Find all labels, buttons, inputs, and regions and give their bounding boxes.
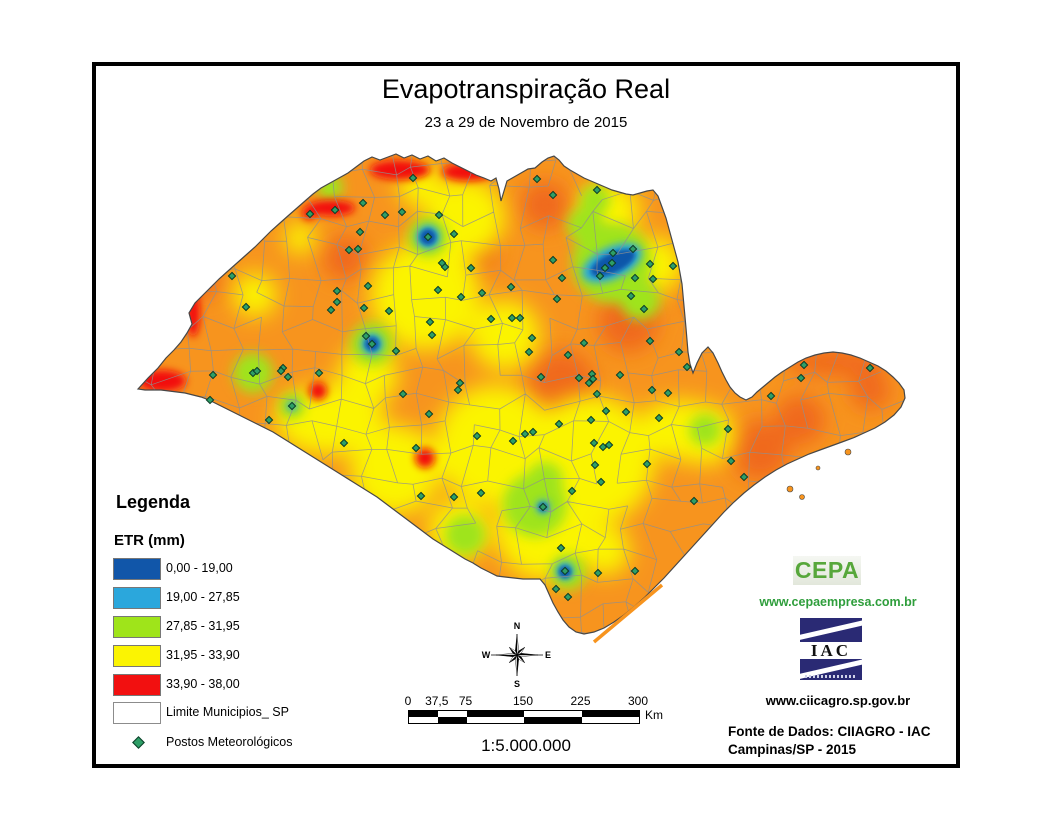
cepa-url: www.cepaempresa.com.br: [759, 595, 917, 609]
compass-letter-N: N: [513, 621, 521, 631]
ciicagro-url: www.ciicagro.sp.gov.br: [765, 693, 911, 708]
cepa-logo-text: CEPA: [794, 557, 860, 583]
compass-letter-E: E: [544, 650, 552, 660]
compass-rose: [495, 633, 539, 677]
legend-class-label: 31,95 - 33,90: [166, 648, 240, 662]
legend-class-label: 33,90 - 38,00: [166, 677, 240, 691]
data-source-line2: Campinas/SP - 2015: [728, 742, 857, 757]
legend-subheading: ETR (mm): [114, 532, 185, 549]
legend-swatch: [113, 587, 161, 609]
iac-logo-slash: [800, 618, 862, 641]
page-title: Evapotranspiração Real: [381, 74, 671, 104]
scale-tick-label: 75: [458, 694, 473, 708]
outer-frame: [92, 62, 960, 768]
map-ratio-text: 1:5.000.000: [481, 736, 571, 755]
scale-bar-segment: [437, 717, 467, 723]
scale-bar-segment: [524, 717, 582, 723]
scale-bar: [408, 710, 640, 724]
scale-tick-label: 150: [512, 694, 534, 708]
legend-swatch: [113, 645, 161, 667]
scale-unit-label: Km: [645, 708, 663, 722]
legend-class-label: 19,00 - 27,85: [166, 590, 240, 604]
scale-bar-segment: [437, 711, 467, 717]
scale-tick-label: 37,5: [425, 694, 449, 708]
legend-heading: Legenda: [116, 492, 191, 512]
legend-stations-label: Postos Meteorológicos: [166, 735, 293, 749]
legend-class-label: 27,85 - 31,95: [166, 619, 240, 633]
scale-bar-segment: [409, 711, 438, 717]
data-source-line1: Fonte de Dados: CIIAGRO - IAC: [728, 724, 931, 739]
page-subtitle: 23 a 29 de Novembro de 2015: [424, 114, 628, 131]
legend-swatch: [113, 702, 161, 724]
legend-swatch: [113, 674, 161, 696]
scale-tick-label: 0: [404, 694, 412, 708]
legend-swatch: [113, 616, 161, 638]
iac-logo-text: IAC: [810, 640, 852, 660]
scale-tick-label: 225: [570, 694, 591, 708]
legend-boundary-label: Limite Municipios_ SP: [166, 705, 289, 719]
scale-bar-segment: [466, 717, 524, 723]
scale-bar-segment: [466, 711, 524, 717]
scale-bar-segment: [581, 711, 639, 717]
iac-logo-fineprint: [805, 675, 857, 678]
compass-letter-S: S: [513, 679, 521, 689]
scale-tick-label: 300: [627, 694, 649, 708]
scale-bar-segment: [409, 717, 438, 723]
iac-logo-band: IAC: [800, 640, 862, 660]
compass-letter-W: W: [481, 650, 491, 660]
scale-bar-segment: [524, 711, 582, 717]
legend-swatch: [113, 558, 161, 580]
legend-class-label: 0,00 - 19,00: [166, 561, 233, 575]
cepa-logo: CEPA: [793, 556, 861, 585]
weather-station-markers: [205, 173, 875, 602]
iac-logo: IAC: [800, 618, 862, 680]
scale-bar-segment: [581, 717, 639, 723]
